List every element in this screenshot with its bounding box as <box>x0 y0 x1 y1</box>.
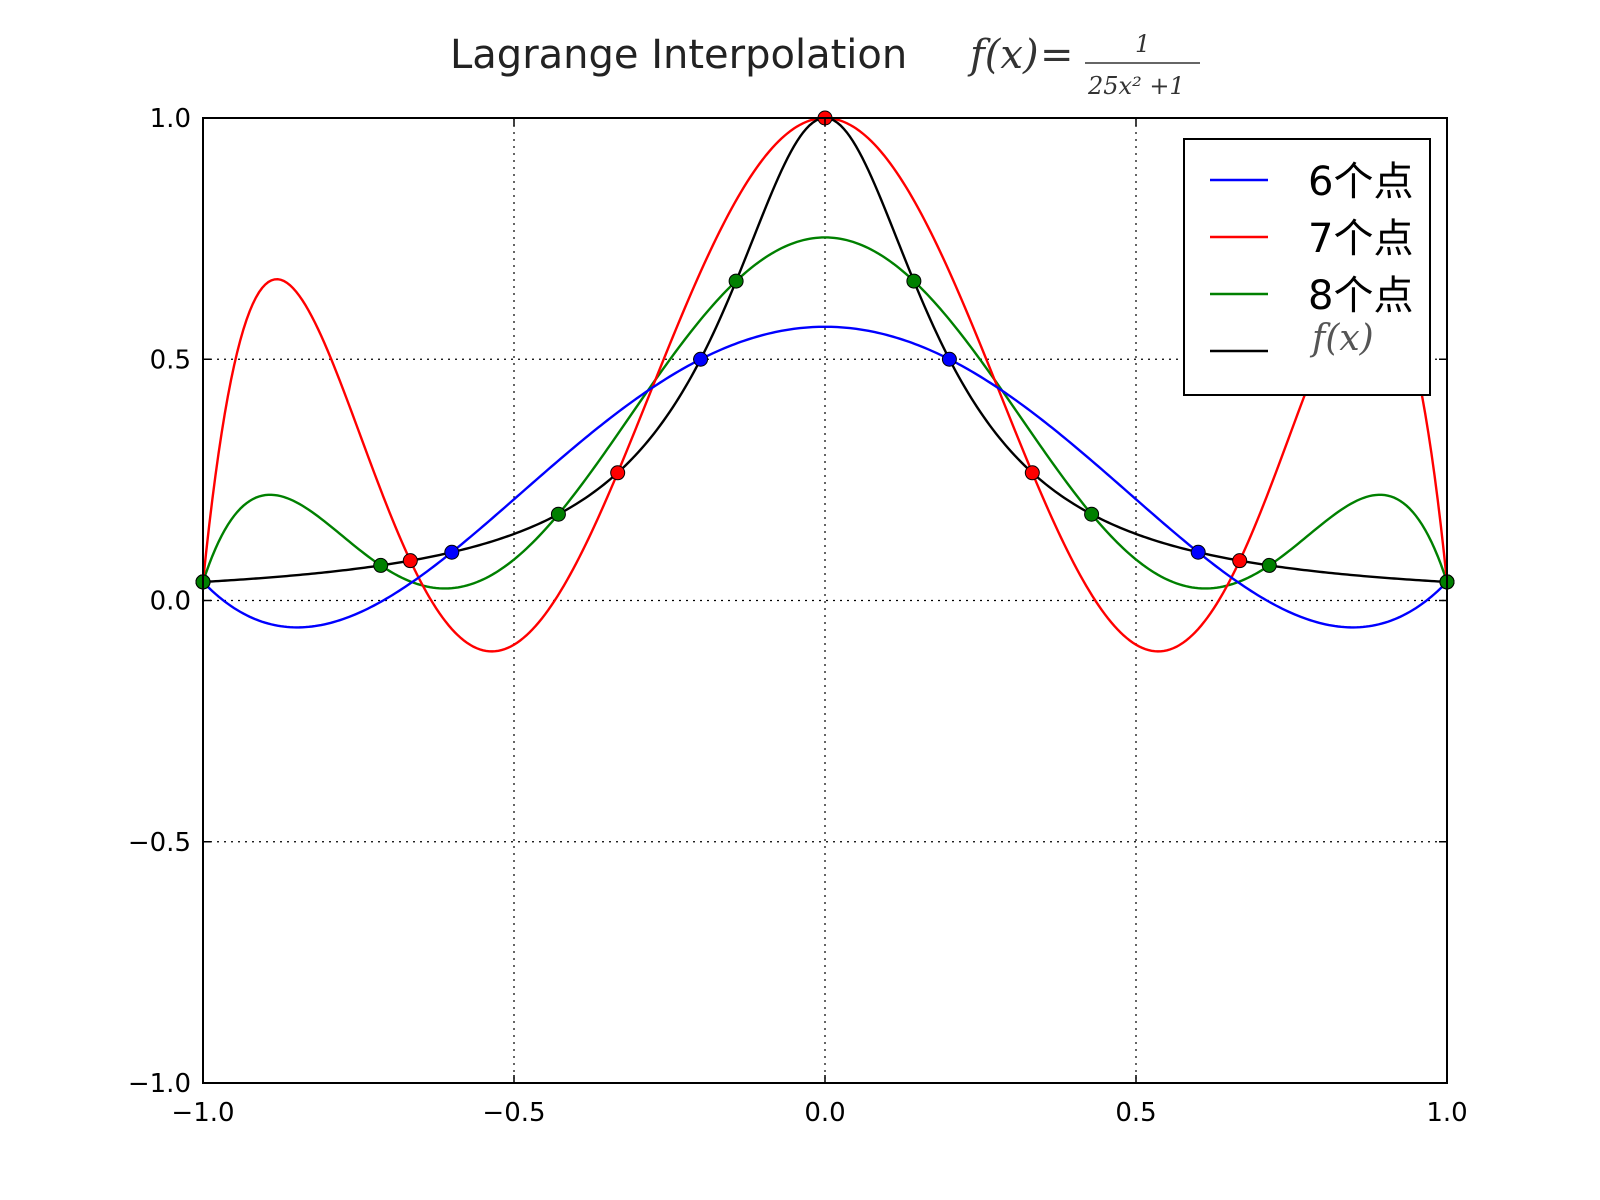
node-marker-series-2 <box>906 273 922 289</box>
series-line-0 <box>202 325 1448 629</box>
chart-title-group: Lagrange Interpolation f(x) = 1 25x² +1 <box>450 30 1200 100</box>
node-marker-series-0 <box>1190 544 1206 560</box>
series-line-2 <box>201 236 1449 590</box>
node-marker-series-1 <box>1232 553 1248 569</box>
axis-ticks: −1.0 −0.5 0.0 0.5 1.0 −1.0 −0.5 0.0 0.5 1.0 <box>128 104 1468 1128</box>
node-marker-series-0 <box>693 351 709 367</box>
title-formula-equals: = <box>1040 32 1074 78</box>
marker-group <box>195 110 1455 590</box>
y-tick-label: 1.0 <box>150 104 191 134</box>
node-marker-series-1 <box>1024 465 1040 481</box>
x-tick-label: 0.0 <box>804 1098 845 1128</box>
title-formula-lhs: f(x) <box>967 32 1039 78</box>
y-tick-label: 0.5 <box>150 345 191 375</box>
title-formula-denominator: 25x² +1 <box>1087 72 1185 100</box>
node-marker-series-2 <box>728 273 744 289</box>
x-tick-label: 0.5 <box>1115 1098 1156 1128</box>
x-tick-label: −0.5 <box>482 1098 545 1128</box>
legend-label-8pts: 8个点 <box>1308 273 1413 319</box>
node-marker-series-2 <box>1084 506 1100 522</box>
legend-box <box>1183 138 1431 396</box>
legend-label-7pts: 7个点 <box>1308 216 1413 262</box>
node-marker-series-1 <box>610 465 626 481</box>
legend: 6个点 7个点 8个点 f(x) <box>1183 138 1431 396</box>
chart-title: Lagrange Interpolation <box>450 32 907 78</box>
y-tick-label: 0.0 <box>150 587 191 617</box>
node-marker-series-2 <box>550 506 566 522</box>
legend-label-fx: f(x) <box>1309 318 1374 359</box>
title-formula-numerator: 1 <box>1135 30 1150 58</box>
node-marker-series-1 <box>402 553 418 569</box>
node-marker-series-0 <box>941 351 957 367</box>
node-marker-series-2 <box>1261 557 1277 573</box>
legend-label-6pts: 6个点 <box>1308 159 1413 205</box>
y-tick-label: −0.5 <box>128 828 191 858</box>
x-tick-label: 1.0 <box>1426 1098 1467 1128</box>
node-marker-series-2 <box>373 557 389 573</box>
x-tick-label: −1.0 <box>171 1098 234 1128</box>
node-marker-series-0 <box>444 544 460 560</box>
y-tick-label: −1.0 <box>128 1069 191 1099</box>
